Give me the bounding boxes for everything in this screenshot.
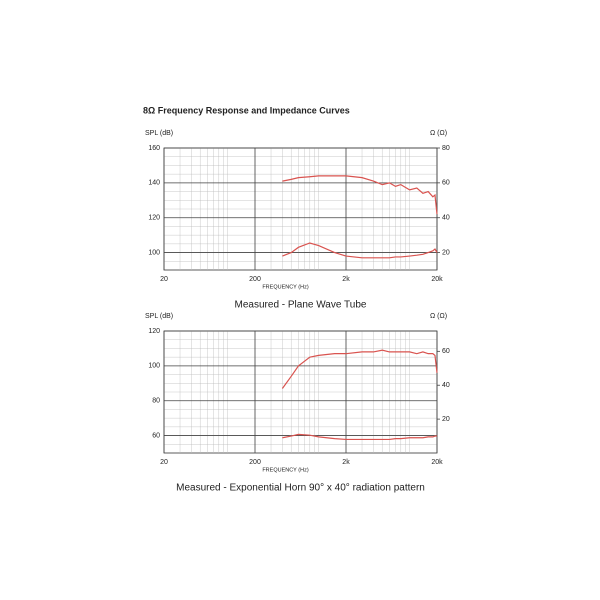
x-axis-label: FREQUENCY (Hz)	[262, 467, 309, 473]
y2-axis-label: Ω (Ω)	[430, 130, 447, 137]
x-tick-label: 2k	[342, 459, 350, 466]
x-tick-label: 2k	[342, 276, 350, 283]
y2-tick-label: 60	[442, 180, 450, 187]
y-tick-label: 80	[152, 398, 160, 405]
y2-tick-label: 80	[442, 145, 450, 152]
x-tick-label: 20	[160, 276, 168, 283]
x-axis-label: FREQUENCY (Hz)	[262, 284, 309, 290]
y-tick-label: 120	[148, 215, 160, 222]
x-tick-label: 20	[160, 459, 168, 466]
y2-tick-label: 20	[442, 249, 450, 256]
x-tick-label: 20k	[431, 276, 443, 283]
y-axis-label: SPL (dB)	[145, 130, 173, 137]
x-tick-label: 200	[249, 276, 261, 283]
y-tick-label: 140	[148, 180, 160, 187]
chart-caption: Measured - Plane Wave Tube	[235, 300, 367, 311]
y2-tick-label: 20	[442, 416, 450, 423]
page-title: 8Ω Frequency Response and Impedance Curv…	[143, 105, 350, 115]
chart-caption: Measured - Exponential Horn 90° x 40° ra…	[176, 483, 425, 494]
y2-axis-label: Ω (Ω)	[430, 313, 447, 320]
x-tick-label: 200	[249, 459, 261, 466]
y-tick-label: 100	[148, 249, 160, 256]
y2-tick-label: 40	[442, 382, 450, 389]
y2-tick-label: 40	[442, 215, 450, 222]
data-line	[282, 175, 438, 215]
y-tick-label: 120	[148, 328, 160, 335]
y-tick-label: 100	[148, 363, 160, 370]
y-tick-label: 60	[152, 432, 160, 439]
data-line	[282, 242, 438, 259]
data-line	[282, 433, 437, 441]
x-tick-label: 20k	[431, 459, 443, 466]
y-tick-label: 160	[148, 145, 160, 152]
y-axis-label: SPL (dB)	[145, 313, 173, 320]
y2-tick-label: 60	[442, 348, 450, 355]
data-line	[281, 349, 438, 389]
